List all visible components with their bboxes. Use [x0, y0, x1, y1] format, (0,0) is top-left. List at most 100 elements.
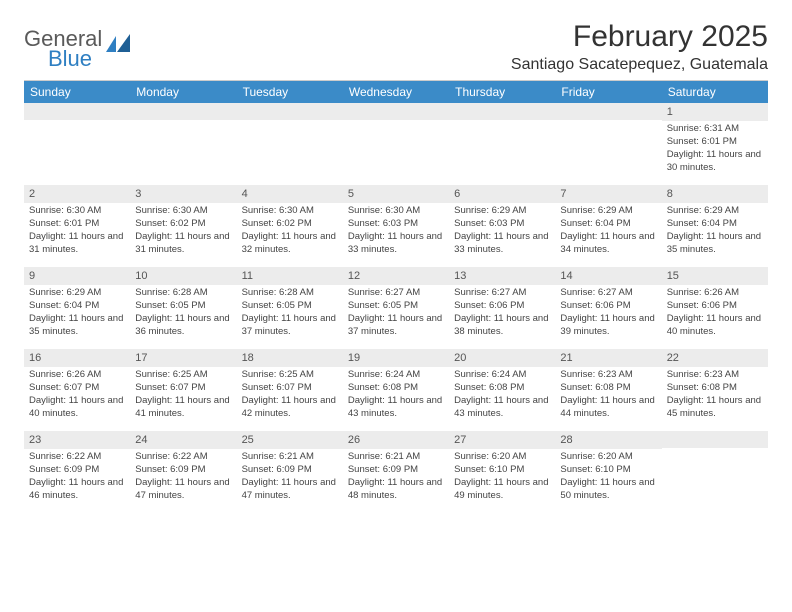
weekday-header: Sunday [24, 81, 130, 104]
day-cell: 8Sunrise: 6:29 AMSunset: 6:04 PMDaylight… [662, 185, 768, 267]
weekday-header: Thursday [449, 81, 555, 104]
day-cell: 12Sunrise: 6:27 AMSunset: 6:05 PMDayligh… [343, 267, 449, 349]
daylight-text: Daylight: 11 hours and 32 minutes. [242, 231, 338, 257]
day-number: 10 [130, 267, 236, 285]
daylight-text: Daylight: 11 hours and 37 minutes. [242, 313, 338, 339]
sunset-text: Sunset: 6:09 PM [348, 464, 444, 477]
day-number: 20 [449, 349, 555, 367]
day-cell: 3Sunrise: 6:30 AMSunset: 6:02 PMDaylight… [130, 185, 236, 267]
sunrise-text: Sunrise: 6:22 AM [135, 451, 231, 464]
sunrise-text: Sunrise: 6:26 AM [667, 287, 763, 300]
day-cell: 2Sunrise: 6:30 AMSunset: 6:01 PMDaylight… [24, 185, 130, 267]
calendar-table: Sunday Monday Tuesday Wednesday Thursday… [24, 80, 768, 513]
day-details: Sunrise: 6:23 AMSunset: 6:08 PMDaylight:… [662, 367, 768, 424]
day-number: 9 [24, 267, 130, 285]
day-details: Sunrise: 6:21 AMSunset: 6:09 PMDaylight:… [343, 449, 449, 506]
day-number: 21 [555, 349, 661, 367]
daylight-text: Daylight: 11 hours and 35 minutes. [667, 231, 763, 257]
day-details: Sunrise: 6:21 AMSunset: 6:09 PMDaylight:… [237, 449, 343, 506]
weekday-header: Tuesday [237, 81, 343, 104]
weekday-header: Wednesday [343, 81, 449, 104]
day-cell: 17 Sunrise: 6:25 AMSunset: 6:07 PMDayligh… [130, 349, 236, 431]
sunset-text: Sunset: 6:06 PM [454, 300, 550, 313]
day-number [237, 103, 343, 120]
sunset-text: Sunset: 6:10 PM [454, 464, 550, 477]
sunset-text: Sunset: 6:08 PM [560, 382, 656, 395]
day-cell: 16Sunrise: 6:26 AMSunset: 6:07 PMDayligh… [24, 349, 130, 431]
week-row: 16Sunrise: 6:26 AMSunset: 6:07 PMDayligh… [24, 349, 768, 431]
day-number: 6 [449, 185, 555, 203]
day-cell: 15Sunrise: 6:26 AMSunset: 6:06 PMDayligh… [662, 267, 768, 349]
day-cell: 13Sunrise: 6:27 AMSunset: 6:06 PMDayligh… [449, 267, 555, 349]
daylight-text: Daylight: 11 hours and 40 minutes. [667, 313, 763, 339]
day-cell: 27Sunrise: 6:20 AMSunset: 6:10 PMDayligh… [449, 431, 555, 513]
weekday-header: Friday [555, 81, 661, 104]
sunset-text: Sunset: 6:01 PM [667, 136, 763, 149]
daylight-text: Daylight: 11 hours and 48 minutes. [348, 477, 444, 503]
day-cell: 21Sunrise: 6:23 AMSunset: 6:08 PMDayligh… [555, 349, 661, 431]
day-number: 11 [237, 267, 343, 285]
daylight-text: Daylight: 11 hours and 36 minutes. [135, 313, 231, 339]
day-details: Sunrise: 6:29 AMSunset: 6:04 PMDaylight:… [24, 285, 130, 342]
day-cell: 26Sunrise: 6:21 AMSunset: 6:09 PMDayligh… [343, 431, 449, 513]
day-number: 4 [237, 185, 343, 203]
day-number: 3 [130, 185, 236, 203]
day-number [555, 103, 661, 120]
sunrise-text: Sunrise: 6:29 AM [667, 205, 763, 218]
day-number: 23 [24, 431, 130, 449]
day-cell [237, 103, 343, 185]
sunrise-text: Sunrise: 6:29 AM [454, 205, 550, 218]
day-number: 8 [662, 185, 768, 203]
daylight-text: Daylight: 11 hours and 35 minutes. [29, 313, 125, 339]
day-cell: 24Sunrise: 6:22 AMSunset: 6:09 PMDayligh… [130, 431, 236, 513]
sunset-text: Sunset: 6:07 PM [135, 382, 231, 395]
sunset-text: Sunset: 6:08 PM [454, 382, 550, 395]
sunrise-text: Sunrise: 6:30 AM [348, 205, 444, 218]
day-details: Sunrise: 6:27 AMSunset: 6:05 PMDaylight:… [343, 285, 449, 342]
sunrise-text: Sunrise: 6:21 AM [348, 451, 444, 464]
header: GeneralBlue February 2025 Santiago Sacat… [24, 20, 768, 74]
daylight-text: Daylight: 11 hours and 46 minutes. [29, 477, 125, 503]
day-details: Sunrise: 6:30 AMSunset: 6:02 PMDaylight:… [237, 203, 343, 260]
day-cell: 4Sunrise: 6:30 AMSunset: 6:02 PMDaylight… [237, 185, 343, 267]
day-cell: 5Sunrise: 6:30 AMSunset: 6:03 PMDaylight… [343, 185, 449, 267]
sunrise-text: Sunrise: 6:30 AM [242, 205, 338, 218]
day-number: 15 [662, 267, 768, 285]
day-details: Sunrise: 6:20 AMSunset: 6:10 PMDaylight:… [555, 449, 661, 506]
day-cell [24, 103, 130, 185]
day-number: 26 [343, 431, 449, 449]
brand-logo: GeneralBlue [24, 26, 130, 72]
week-row: 1Sunrise: 6:31 AMSunset: 6:01 PMDaylight… [24, 103, 768, 185]
sunset-text: Sunset: 6:02 PM [135, 218, 231, 231]
sunrise-text: Sunrise: 6:30 AM [29, 205, 125, 218]
day-number [130, 103, 236, 120]
day-cell: 20Sunrise: 6:24 AMSunset: 6:08 PMDayligh… [449, 349, 555, 431]
day-cell: 11Sunrise: 6:28 AMSunset: 6:05 PMDayligh… [237, 267, 343, 349]
daylight-text: Daylight: 11 hours and 34 minutes. [560, 231, 656, 257]
daylight-text: Daylight: 11 hours and 33 minutes. [454, 231, 550, 257]
day-number: 18 [237, 349, 343, 367]
daylight-text: Daylight: 11 hours and 41 minutes. [135, 395, 231, 421]
day-cell [555, 103, 661, 185]
day-cell [449, 103, 555, 185]
sunset-text: Sunset: 6:03 PM [454, 218, 550, 231]
daylight-text: Daylight: 11 hours and 39 minutes. [560, 313, 656, 339]
calendar-body: 1Sunrise: 6:31 AMSunset: 6:01 PMDaylight… [24, 103, 768, 513]
sunrise-text: Sunrise: 6:24 AM [454, 369, 550, 382]
day-cell [130, 103, 236, 185]
day-details: Sunrise: 6:31 AMSunset: 6:01 PMDaylight:… [662, 121, 768, 178]
day-details: Sunrise: 6:28 AMSunset: 6:05 PMDaylight:… [237, 285, 343, 342]
sunrise-text: Sunrise: 6:23 AM [667, 369, 763, 382]
sunrise-text: Sunrise: 6:25 AM [135, 369, 231, 382]
day-number: 5 [343, 185, 449, 203]
daylight-text: Daylight: 11 hours and 42 minutes. [242, 395, 338, 421]
sunset-text: Sunset: 6:08 PM [667, 382, 763, 395]
day-number: 12 [343, 267, 449, 285]
week-row: 9Sunrise: 6:29 AMSunset: 6:04 PMDaylight… [24, 267, 768, 349]
day-number: 1 [662, 103, 768, 121]
brand-logo-icon [106, 34, 130, 52]
week-row: 2Sunrise: 6:30 AMSunset: 6:01 PMDaylight… [24, 185, 768, 267]
daylight-text: Daylight: 11 hours and 33 minutes. [348, 231, 444, 257]
day-number [343, 103, 449, 120]
day-number: 17 [130, 349, 236, 367]
